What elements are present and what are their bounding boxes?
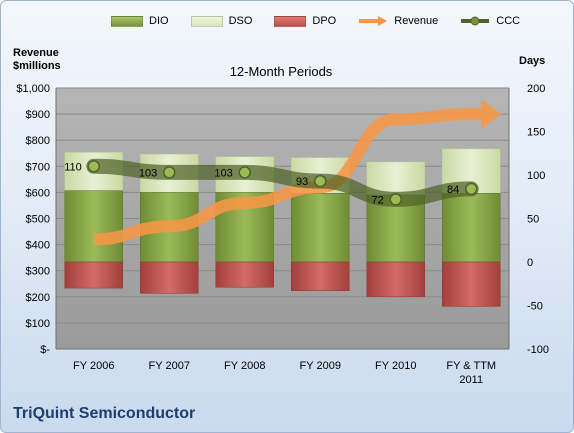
legend-swatch-revenue bbox=[359, 16, 388, 26]
right-axis-tick-label: 200 bbox=[527, 83, 545, 95]
legend-label-revenue: Revenue bbox=[394, 15, 439, 27]
left-axis-tick-label: $600 bbox=[26, 187, 50, 199]
legend: DIO DSO DPO Revenue CCC bbox=[111, 15, 542, 27]
right-axis-title: Days bbox=[519, 55, 546, 67]
legend-item-revenue: Revenue bbox=[358, 15, 438, 27]
left-axis-tick-label: $900 bbox=[26, 109, 50, 121]
ccc-data-label-5: 72 bbox=[372, 194, 384, 206]
chart-subtitle: 12-Month Periods bbox=[229, 64, 333, 79]
left-axis-tick-label: $400 bbox=[26, 240, 50, 252]
bar-dpo-3 bbox=[215, 261, 274, 288]
left-axis-tick-label: $200 bbox=[26, 292, 50, 304]
ccc-data-label-4: 93 bbox=[296, 176, 308, 188]
left-axis-title-line2: $millions bbox=[13, 60, 61, 72]
legend-item-dpo: DPO bbox=[274, 15, 336, 27]
legend-label-dpo: DPO bbox=[312, 15, 337, 27]
x-tick-label-3: FY 2008 bbox=[224, 360, 265, 372]
ccc-point-6 bbox=[465, 182, 478, 196]
ccc-point-3 bbox=[238, 166, 251, 179]
bar-dso-5 bbox=[366, 161, 425, 196]
legend-swatch-dso bbox=[190, 15, 223, 27]
left-axis-tick-label: $800 bbox=[26, 135, 50, 147]
ccc-data-label-3: 103 bbox=[214, 167, 232, 179]
legend-label-dso: DSO bbox=[228, 15, 253, 27]
revenue-arrowhead bbox=[481, 99, 502, 130]
x-tick-label-5: FY 2010 bbox=[375, 360, 416, 372]
legend-swatch-dpo bbox=[274, 15, 307, 27]
left-axis-title: Revenue $millions bbox=[13, 47, 61, 73]
right-axis-tick-label: 0 bbox=[527, 257, 533, 269]
x-tick-label-6: FY & TTM 2011 bbox=[446, 360, 496, 386]
right-axis-tick-label: 100 bbox=[527, 170, 545, 182]
bar-dpo-2 bbox=[140, 261, 199, 294]
legend-item-dso: DSO bbox=[190, 15, 253, 27]
left-axis-tick-label: $- bbox=[40, 344, 50, 356]
legend-item-ccc: CCC bbox=[460, 15, 520, 27]
ccc-data-label-1: 110 bbox=[64, 161, 82, 173]
right-axis-tick-label: -50 bbox=[527, 301, 543, 313]
right-axis-tick-label: -100 bbox=[527, 344, 549, 356]
left-axis-tick-label: $1,000 bbox=[16, 83, 50, 95]
ccc-point-5 bbox=[389, 193, 402, 206]
ccc-data-label-6: 84 bbox=[447, 184, 459, 196]
ccc-line bbox=[86, 158, 479, 207]
left-axis-title-line1: Revenue bbox=[13, 47, 59, 59]
legend-item-dio: DIO bbox=[111, 15, 169, 27]
bar-dio-6 bbox=[442, 193, 501, 263]
left-axis-tick-label: $300 bbox=[26, 266, 50, 278]
bar-dpo-4 bbox=[291, 261, 350, 291]
right-axis-tick-label: 150 bbox=[527, 127, 545, 139]
x-tick-label-2: FY 2007 bbox=[149, 360, 190, 372]
right-axis-tick-label: 50 bbox=[527, 214, 539, 226]
ccc-point-4 bbox=[314, 174, 327, 188]
bar-dpo-1 bbox=[64, 261, 123, 289]
ccc-point-1 bbox=[87, 160, 100, 173]
bar-dio-4 bbox=[291, 193, 350, 263]
legend-swatch-ccc bbox=[461, 16, 490, 26]
x-tick-label-4: FY 2009 bbox=[300, 360, 341, 372]
legend-swatch-dio bbox=[111, 15, 143, 27]
bar-dpo-5 bbox=[366, 261, 425, 298]
left-axis-tick-label: $100 bbox=[26, 318, 50, 330]
company-name: TriQuint Semiconductor bbox=[13, 405, 196, 422]
x-tick-label-1: FY 2006 bbox=[73, 360, 114, 372]
bar-dpo-6 bbox=[442, 261, 501, 307]
bar-dio-1 bbox=[64, 190, 123, 263]
legend-label-ccc: CCC bbox=[496, 15, 521, 27]
left-axis-tick-label: $700 bbox=[26, 161, 50, 173]
legend-label-dio: DIO bbox=[149, 15, 169, 27]
ccc-data-label-2: 103 bbox=[139, 167, 157, 179]
revenue-line bbox=[93, 108, 484, 246]
ccc-point-2 bbox=[163, 166, 176, 179]
left-axis-tick-label: $500 bbox=[26, 214, 50, 226]
